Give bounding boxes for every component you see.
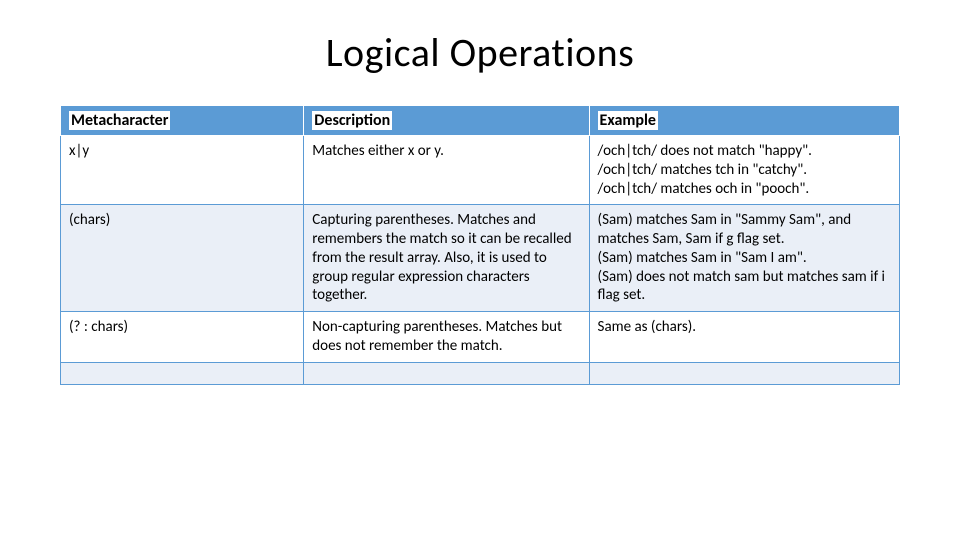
col-header-description: Description	[304, 106, 589, 136]
table-row: (? : chars) Non-capturing parentheses. M…	[61, 312, 900, 363]
cell-metachar: (chars)	[61, 205, 304, 312]
cell-metachar: (? : chars)	[61, 312, 304, 363]
cell-example: Same as (chars).	[589, 312, 899, 363]
slide: Logical Operations Metacharacter Descrip…	[0, 0, 960, 540]
regex-table: Metacharacter Description Example x|y Ma…	[60, 105, 900, 385]
col-header-example: Example	[589, 106, 899, 136]
page-title: Logical Operations	[60, 28, 900, 77]
cell-description: Non-capturing parentheses. Matches but d…	[304, 312, 589, 363]
cell-description: Capturing parentheses. Matches and remem…	[304, 205, 589, 312]
table-row: x|y Matches either x or y. /och|tch/ doe…	[61, 136, 900, 205]
cell-metachar: x|y	[61, 136, 304, 205]
cell-example: (Sam) matches Sam in "Sammy Sam", and ma…	[589, 205, 899, 312]
col-header-metachar: Metacharacter	[61, 106, 304, 136]
table-header-row: Metacharacter Description Example	[61, 106, 900, 136]
cell-description: Matches either x or y.	[304, 136, 589, 205]
cell-example: /och|tch/ does not match "happy"./och|tc…	[589, 136, 899, 205]
table-row: (chars) Capturing parentheses. Matches a…	[61, 205, 900, 312]
table-row-spacer	[61, 362, 900, 384]
